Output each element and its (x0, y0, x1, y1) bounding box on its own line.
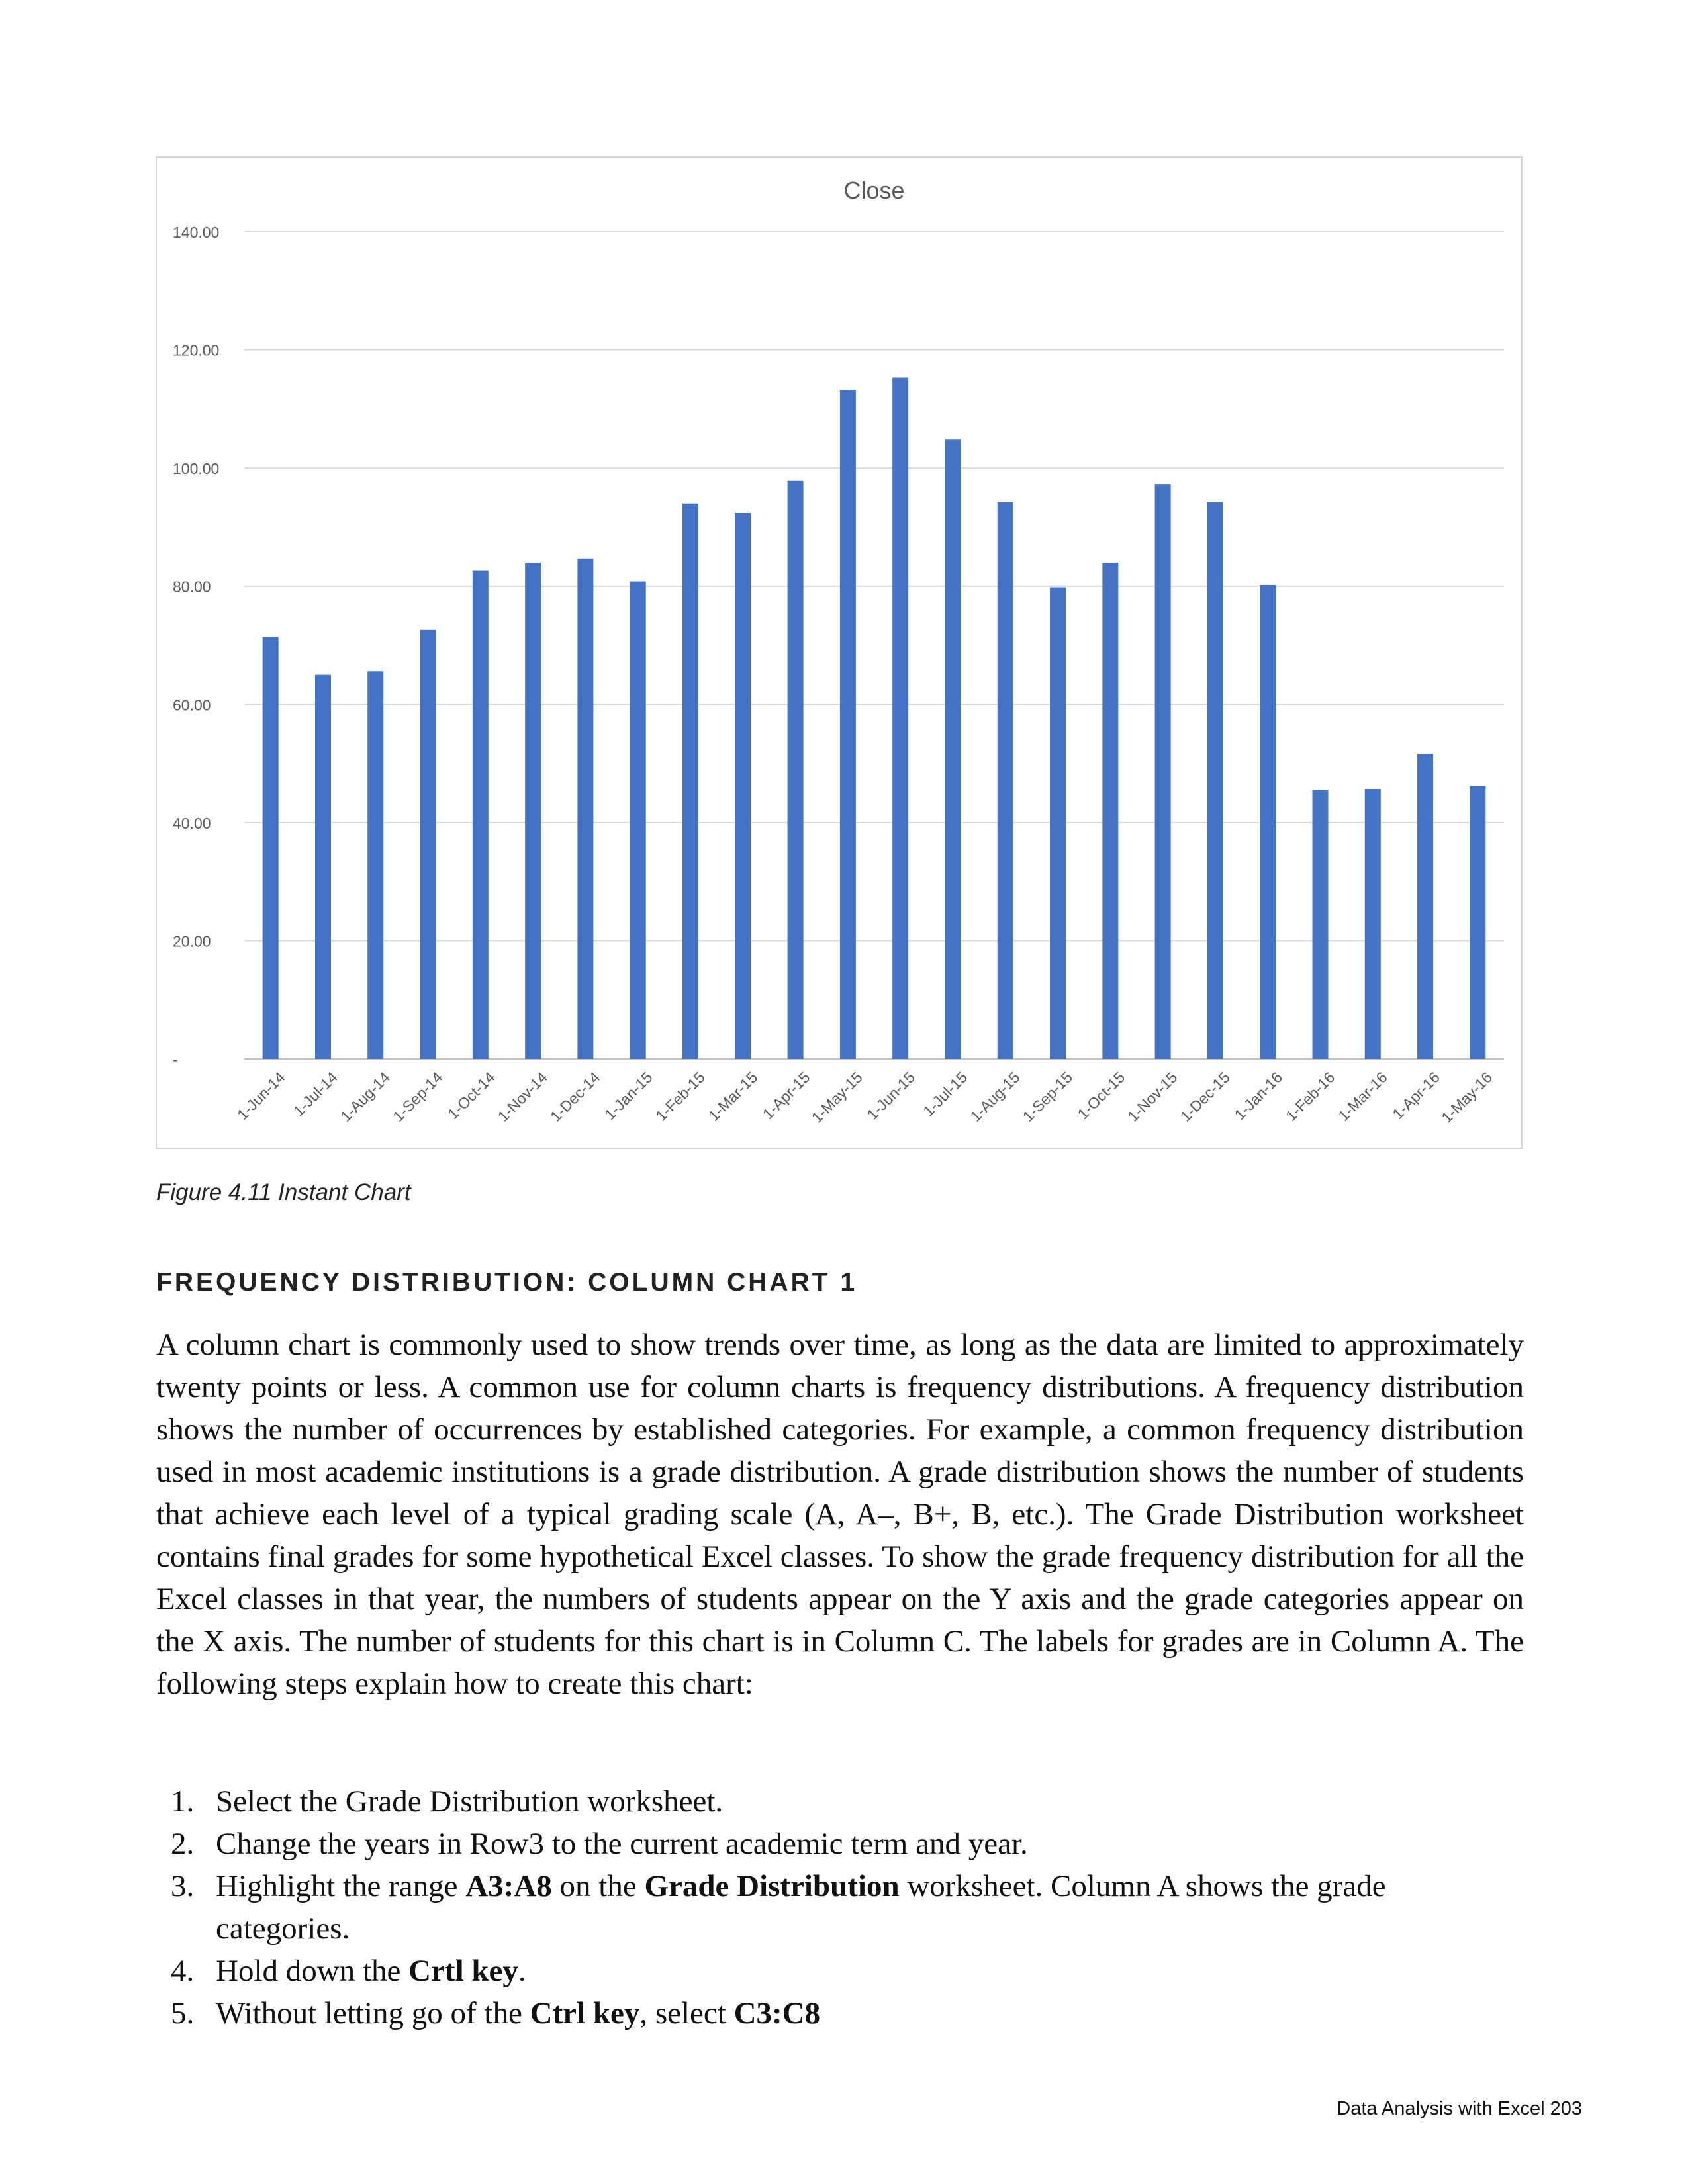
x-tick-label: 1-Dec-14 (547, 1068, 603, 1124)
x-tick-label: 1-Aug-14 (337, 1068, 393, 1124)
bar (1050, 587, 1066, 1059)
x-tick-label: 1-Feb-16 (1282, 1069, 1338, 1124)
bar (892, 377, 909, 1060)
bar (1417, 754, 1434, 1059)
step-text: Change the years in Row3 to the current … (216, 1827, 1028, 1861)
step-emphasis: Grade Distribution (644, 1869, 900, 1903)
step-text: worksheet. Column A shows the grade cate… (216, 1869, 1386, 1946)
y-tick-label: 140.00 (173, 224, 219, 241)
bar (577, 558, 594, 1059)
bar (630, 581, 646, 1059)
bar (997, 502, 1013, 1059)
x-tick-label: 1-Jul-14 (290, 1068, 341, 1119)
step-item: 2. Change the years in Row3 to the curren… (156, 1823, 1524, 1865)
step-number: 2. (171, 1827, 195, 1861)
x-tick-label: 1-Apr-16 (1389, 1069, 1443, 1123)
bar (1364, 788, 1381, 1059)
step-emphasis: Crtl key (408, 1954, 518, 1988)
bar (525, 563, 541, 1059)
bar (682, 503, 698, 1059)
x-tick-label: 1-Apr-15 (759, 1069, 814, 1123)
x-tick-label: 1-Jan-16 (1231, 1069, 1286, 1124)
step-emphasis: A3:A8 (465, 1869, 552, 1903)
x-tick-label: 1-Sep-14 (389, 1068, 445, 1124)
y-tick-label: 60.00 (173, 696, 211, 713)
bar (1154, 484, 1171, 1059)
bar (787, 480, 804, 1059)
bar (1470, 786, 1486, 1059)
bar (367, 671, 384, 1059)
bar (420, 629, 436, 1059)
step-emphasis: Ctrl key (530, 1996, 640, 2030)
y-tick-label: 80.00 (173, 578, 211, 596)
step-number: 3. (171, 1869, 195, 1903)
x-tick-label: 1-Nov-14 (494, 1068, 551, 1124)
section-heading: FREQUENCY DISTRIBUTION: COLUMN CHART 1 (156, 1268, 858, 1297)
steps-list: 1. Select the Grade Distribution workshee… (156, 1780, 1524, 2034)
bar (472, 570, 489, 1059)
x-tick-label: 1-Nov-15 (1124, 1069, 1180, 1125)
step-number: 5. (171, 1996, 195, 2030)
step-text: Select the Grade Distribution worksheet. (216, 1784, 724, 1819)
bar (735, 513, 751, 1059)
x-tick-label: 1-Jan-15 (601, 1069, 656, 1124)
step-item: 4. Hold down the Crtl key. (156, 1950, 1524, 1992)
bar (314, 674, 331, 1059)
step-number: 1. (171, 1784, 195, 1819)
x-tick-label: 1-May-16 (1438, 1069, 1495, 1126)
x-tick-label: 1-Mar-16 (1335, 1069, 1390, 1124)
step-item: 5. Without letting go of the Ctrl key, se… (156, 1992, 1524, 2034)
chart-container: Close - 20.00 40.00 60.00 80.00 100.00 120.00 14… (156, 156, 1523, 1149)
x-tick-label: 1-Oct-15 (1074, 1069, 1129, 1123)
figure-caption: Figure 4.11 Instant Chart (156, 1179, 411, 1205)
bar (839, 390, 856, 1059)
x-tick-label: 1-Jun-14 (234, 1068, 289, 1123)
y-tick-label: - (173, 1051, 178, 1068)
y-tick-label: 40.00 (173, 815, 211, 832)
x-tick-label: 1-Jun-15 (863, 1069, 918, 1124)
step-text: Hold down the (216, 1954, 409, 1988)
x-tick-label: 1-Mar-15 (705, 1069, 761, 1124)
y-tick-label: 20.00 (173, 933, 211, 950)
step-item: 1. Select the Grade Distribution workshee… (156, 1780, 1524, 1823)
bar (1207, 502, 1223, 1059)
bar (1102, 563, 1119, 1059)
step-text: . (518, 1954, 526, 1988)
step-text: , select (639, 1996, 734, 2030)
step-text: Highlight the range (216, 1869, 466, 1903)
step-text: on the (551, 1869, 645, 1903)
x-tick-label: 1-May-15 (808, 1069, 866, 1126)
step-emphasis: C3:C8 (733, 1996, 821, 2030)
body-paragraph: A column chart is commonly used to show … (156, 1328, 1524, 1701)
bar (262, 637, 279, 1059)
x-tick-label: 1-Sep-15 (1019, 1069, 1076, 1125)
bar (1312, 790, 1329, 1059)
step-item: 3. Highlight the range A3:A8 on the Grade… (156, 1865, 1524, 1950)
close-column-chart: Close - 20.00 40.00 60.00 80.00 100.00 120.00 14… (173, 177, 1504, 1126)
step-number: 4. (171, 1954, 195, 1988)
x-tick-label: 1-Oct-14 (444, 1068, 498, 1122)
y-tick-label: 120.00 (173, 342, 219, 359)
step-text: Without letting go of the (216, 1996, 530, 2030)
y-tick-label: 100.00 (173, 460, 219, 477)
x-tick-label: 1-Feb-15 (653, 1069, 708, 1124)
bar (945, 439, 961, 1059)
x-tick-label: 1-Dec-15 (1177, 1069, 1233, 1125)
bar (1260, 584, 1276, 1059)
x-tick-label: 1-Jul-15 (919, 1069, 970, 1120)
x-tick-label: 1-Aug-15 (966, 1069, 1023, 1125)
chart-title: Close (843, 177, 904, 204)
page-footer: Data Analysis with Excel 203 (1336, 2098, 1582, 2119)
